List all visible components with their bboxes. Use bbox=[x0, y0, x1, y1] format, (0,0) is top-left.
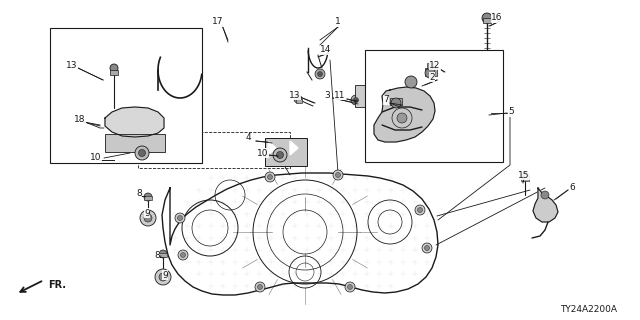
Text: 3: 3 bbox=[324, 91, 330, 100]
Text: 12: 12 bbox=[429, 60, 441, 69]
Circle shape bbox=[315, 69, 325, 79]
Polygon shape bbox=[105, 107, 164, 137]
Polygon shape bbox=[268, 141, 276, 155]
Circle shape bbox=[415, 205, 425, 215]
Text: 17: 17 bbox=[212, 18, 224, 27]
Circle shape bbox=[345, 282, 355, 292]
Text: 6: 6 bbox=[569, 183, 575, 193]
Circle shape bbox=[273, 148, 287, 162]
Bar bbox=[483, 18, 491, 23]
Text: 1: 1 bbox=[335, 18, 341, 27]
Text: 9: 9 bbox=[162, 270, 168, 279]
Text: 7: 7 bbox=[383, 95, 389, 105]
Circle shape bbox=[417, 207, 422, 212]
Circle shape bbox=[138, 149, 145, 156]
Circle shape bbox=[482, 13, 492, 23]
Bar bbox=[365, 50, 503, 162]
Text: 5: 5 bbox=[508, 108, 514, 116]
Bar bbox=[355, 85, 375, 107]
Bar bbox=[138, 132, 290, 168]
Bar bbox=[425, 68, 437, 76]
Circle shape bbox=[159, 250, 167, 258]
Text: TY24A2200A: TY24A2200A bbox=[560, 306, 617, 315]
Circle shape bbox=[177, 215, 182, 220]
Bar bbox=[159, 253, 167, 257]
Circle shape bbox=[405, 76, 417, 88]
Circle shape bbox=[276, 151, 284, 158]
Circle shape bbox=[140, 210, 156, 226]
Bar bbox=[110, 70, 118, 75]
Text: 16: 16 bbox=[492, 13, 503, 22]
Text: 15: 15 bbox=[518, 171, 530, 180]
Circle shape bbox=[422, 243, 432, 253]
Circle shape bbox=[268, 174, 273, 180]
Bar bbox=[296, 99, 302, 103]
Circle shape bbox=[294, 95, 302, 103]
Bar bbox=[50, 28, 202, 163]
Polygon shape bbox=[162, 173, 438, 295]
Bar bbox=[105, 134, 165, 152]
Text: 8: 8 bbox=[136, 188, 142, 197]
Circle shape bbox=[397, 113, 407, 123]
Circle shape bbox=[159, 273, 167, 281]
Circle shape bbox=[144, 214, 152, 222]
Circle shape bbox=[110, 64, 118, 72]
Circle shape bbox=[144, 193, 152, 201]
Text: 13: 13 bbox=[67, 60, 77, 69]
Text: 10: 10 bbox=[257, 148, 269, 157]
Circle shape bbox=[348, 284, 353, 290]
Circle shape bbox=[335, 172, 340, 178]
Text: 2: 2 bbox=[429, 73, 435, 82]
Circle shape bbox=[353, 98, 358, 102]
Bar bbox=[144, 196, 152, 200]
Circle shape bbox=[424, 245, 429, 251]
Circle shape bbox=[351, 95, 361, 105]
Text: 4: 4 bbox=[245, 133, 251, 142]
Polygon shape bbox=[290, 141, 298, 155]
Text: 13: 13 bbox=[289, 91, 301, 100]
Bar bbox=[265, 138, 307, 166]
Text: 18: 18 bbox=[74, 116, 86, 124]
Text: 10: 10 bbox=[90, 154, 102, 163]
Circle shape bbox=[425, 68, 435, 78]
Text: 14: 14 bbox=[320, 45, 332, 54]
Circle shape bbox=[333, 170, 343, 180]
Bar bbox=[521, 176, 529, 181]
Bar bbox=[427, 63, 435, 69]
Text: FR.: FR. bbox=[48, 280, 66, 290]
Bar bbox=[390, 98, 402, 105]
Circle shape bbox=[255, 282, 265, 292]
Polygon shape bbox=[533, 188, 558, 222]
Text: 8: 8 bbox=[154, 251, 160, 260]
Circle shape bbox=[541, 191, 549, 199]
Circle shape bbox=[257, 284, 262, 290]
Circle shape bbox=[178, 250, 188, 260]
Circle shape bbox=[135, 146, 149, 160]
Circle shape bbox=[175, 213, 185, 223]
Circle shape bbox=[521, 172, 529, 180]
Circle shape bbox=[265, 172, 275, 182]
Circle shape bbox=[317, 71, 323, 76]
Polygon shape bbox=[374, 87, 435, 142]
Circle shape bbox=[391, 98, 401, 108]
Text: 11: 11 bbox=[334, 91, 346, 100]
Circle shape bbox=[155, 269, 171, 285]
Circle shape bbox=[180, 252, 186, 258]
Text: 9: 9 bbox=[144, 209, 150, 218]
